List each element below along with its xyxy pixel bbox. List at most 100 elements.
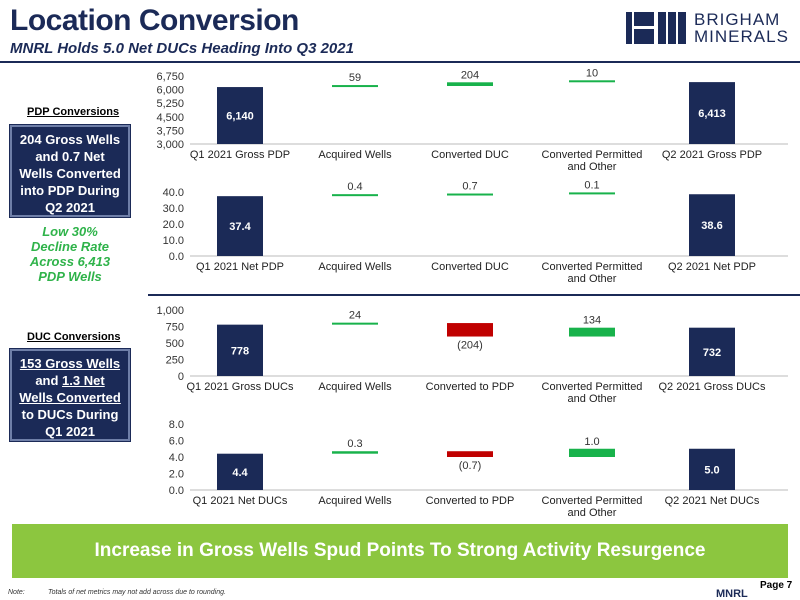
pdp-box-line: 204 Gross Wells: [19, 132, 121, 147]
category-label: Converted to PDP: [426, 495, 515, 507]
pdp-conversion-summary-box: 204 Gross Wells and 0.7 Net Wells Conver…: [9, 124, 131, 218]
data-label: 732: [703, 347, 721, 359]
y-tick-label: 5,250: [156, 98, 184, 110]
duc-box-line: to DUCs During: [21, 407, 119, 422]
data-label: 4.4: [232, 467, 248, 479]
gross-duc-waterfall-chart: 0 250 500 750 1,000 778 Q1 2021 Gross DUCs 24 Ac…: [156, 305, 788, 405]
total-bar: [689, 194, 735, 256]
logo-line-1: BRIGHAM: [694, 10, 781, 29]
page-subtitle: MNRL Holds 5.0 Net DUCs Heading Into Q3 …: [10, 40, 354, 57]
y-tick-label: 1,000: [156, 305, 184, 317]
data-label: 5.0: [704, 464, 719, 476]
category-label: Converted Permitted: [542, 149, 643, 161]
total-bar: [217, 196, 263, 256]
duc-conversions-label: DUC Conversions: [27, 331, 121, 343]
net-duc-waterfall-chart: 0.0 2.0 4.0 6.0 8.0 4.4 Q1 2021 Net DUCs 0.3 Acq…: [169, 419, 788, 519]
decline-line: Across 6,413: [29, 254, 111, 269]
y-tick-label: 6.0: [169, 436, 184, 448]
category-label: Converted Permitted: [542, 381, 643, 393]
brigham-logo-mark-icon: [626, 12, 686, 44]
total-bar: [689, 448, 735, 490]
data-label: 0.3: [347, 438, 362, 450]
data-label: 0.4: [347, 181, 362, 193]
decline-line: PDP Wells: [38, 269, 102, 284]
ticker-symbol: MNRL: [716, 588, 748, 600]
data-label: 1.0: [584, 436, 599, 448]
category-label: Acquired Wells: [318, 149, 392, 161]
y-tick-label: 3,000: [156, 139, 184, 151]
y-tick-label: 2.0: [169, 469, 184, 481]
pdp-conversions-label: PDP Conversions: [27, 106, 120, 118]
data-label: 59: [349, 72, 361, 84]
delta-bar: [569, 448, 615, 457]
duc-box-line: 153 Gross Wells: [19, 356, 121, 371]
delta-bar: [447, 323, 493, 337]
category-label: Q2 2021 Gross PDP: [662, 149, 762, 161]
page-title: Location Conversion: [10, 4, 299, 37]
duc-box-line: and 1.3 Net: [35, 373, 105, 388]
y-tick-label: 4,500: [156, 112, 184, 124]
y-tick-label: 4.0: [169, 452, 184, 464]
category-label: Q2 2021 Gross DUCs: [659, 381, 766, 393]
delta-bar: [332, 85, 378, 88]
category-label: Converted to PDP: [426, 381, 515, 393]
logo-wordmark: BRIGHAM MINERALS: [694, 11, 789, 45]
duc-box-line: Q1 2021: [45, 424, 95, 439]
decline-line: Decline Rate: [30, 239, 110, 254]
data-label: 134: [583, 315, 601, 327]
data-label: 38.6: [701, 220, 722, 232]
decline-line: Low 30%: [42, 224, 98, 239]
data-label: 6,140: [226, 111, 254, 123]
total-bar: [217, 453, 263, 490]
category-label: Acquired Wells: [318, 261, 392, 273]
category-label: Converted DUC: [431, 261, 509, 273]
footnote-text: Totals of net metrics may not add across…: [48, 589, 226, 596]
header-divider: [0, 61, 800, 63]
net-pdp-waterfall-chart: 0.0 10.0 20.0 30.0 40.0 37.4 Q1 2021 Net PDP 0.…: [163, 179, 788, 285]
y-tick-label: 750: [166, 322, 184, 334]
data-label: 24: [349, 310, 361, 322]
footnote-key: Note:: [8, 589, 25, 596]
data-label: 37.4: [229, 221, 251, 233]
pdp-box-line: and 0.7 Net: [35, 149, 105, 164]
total-bar: [217, 324, 263, 376]
y-tick-label: 250: [166, 355, 184, 367]
pdp-box-line: into PDP During: [20, 183, 120, 198]
data-label: 0.7: [462, 181, 477, 193]
y-tick-label: 6,000: [156, 85, 184, 97]
key-takeaway-banner: Increase in Gross Wells Spud Points To S…: [12, 524, 788, 578]
delta-bar: [569, 80, 615, 83]
delta-bar: [569, 327, 615, 337]
delta-bar: [332, 451, 378, 454]
delta-bar: [569, 192, 615, 195]
category-label: and Other: [568, 393, 617, 405]
category-label: Acquired Wells: [318, 381, 392, 393]
total-bar: [689, 327, 735, 376]
category-label: and Other: [568, 507, 617, 519]
total-bar: [689, 82, 735, 144]
delta-bar: [447, 193, 493, 196]
pdp-box-line: Wells Converted: [19, 166, 121, 181]
y-tick-label: 6,750: [156, 71, 184, 83]
delta-bar: [332, 194, 378, 197]
duc-box-net: 1.3 Net: [62, 373, 105, 388]
y-tick-label: 500: [166, 338, 184, 350]
category-label: and Other: [568, 273, 617, 285]
category-label: Q1 2021 Gross DUCs: [187, 381, 294, 393]
category-label: Q2 2021 Net DUCs: [665, 495, 760, 507]
data-label: 204: [461, 69, 479, 81]
y-tick-label: 40.0: [163, 187, 184, 199]
data-label: (204): [457, 340, 483, 352]
pdp-box-line: Q2 2021: [45, 200, 95, 215]
logo-line-2: MINERALS: [694, 27, 789, 46]
y-tick-label: 0: [178, 371, 184, 383]
category-label: Q1 2021 Net DUCs: [193, 495, 288, 507]
decline-rate-callout: Low 30% Decline Rate Across 6,413 PDP We…: [10, 224, 130, 284]
y-tick-label: 0.0: [169, 485, 184, 497]
category-label: Q1 2021 Net PDP: [196, 261, 284, 273]
category-label: Converted DUC: [431, 149, 509, 161]
y-tick-label: 0.0: [169, 251, 184, 263]
duc-box-line: Wells Converted: [19, 390, 121, 405]
data-label: 778: [231, 345, 249, 357]
